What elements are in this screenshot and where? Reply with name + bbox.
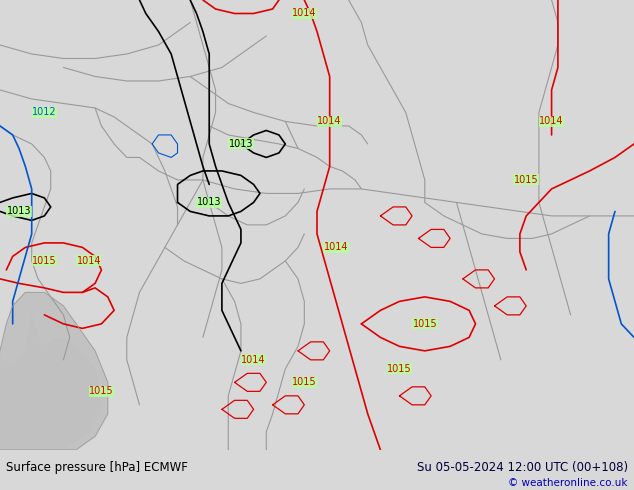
- Text: 1013: 1013: [197, 197, 221, 207]
- Text: 1014: 1014: [324, 243, 348, 252]
- Text: 1015: 1015: [32, 256, 56, 266]
- Text: 1015: 1015: [89, 386, 113, 396]
- Text: 1015: 1015: [413, 319, 437, 329]
- Text: 1015: 1015: [292, 377, 316, 388]
- Text: 1015: 1015: [387, 364, 411, 374]
- Text: © weatheronline.co.uk: © weatheronline.co.uk: [508, 478, 628, 488]
- Polygon shape: [0, 360, 51, 450]
- Text: 1014: 1014: [318, 117, 342, 126]
- Polygon shape: [25, 337, 101, 450]
- Text: Surface pressure [hPa] ECMWF: Surface pressure [hPa] ECMWF: [6, 461, 188, 474]
- Text: 1012: 1012: [32, 107, 56, 118]
- Text: 1014: 1014: [77, 256, 101, 266]
- Text: Su 05-05-2024 12:00 UTC (00+108): Su 05-05-2024 12:00 UTC (00+108): [417, 461, 628, 474]
- Text: 1013: 1013: [7, 206, 31, 217]
- Text: 1014: 1014: [540, 117, 564, 126]
- Polygon shape: [0, 293, 108, 450]
- Text: 1015: 1015: [514, 175, 538, 185]
- Polygon shape: [0, 315, 89, 450]
- Text: 1013: 1013: [229, 139, 253, 149]
- Text: 1014: 1014: [292, 8, 316, 19]
- Text: 1014: 1014: [242, 355, 266, 365]
